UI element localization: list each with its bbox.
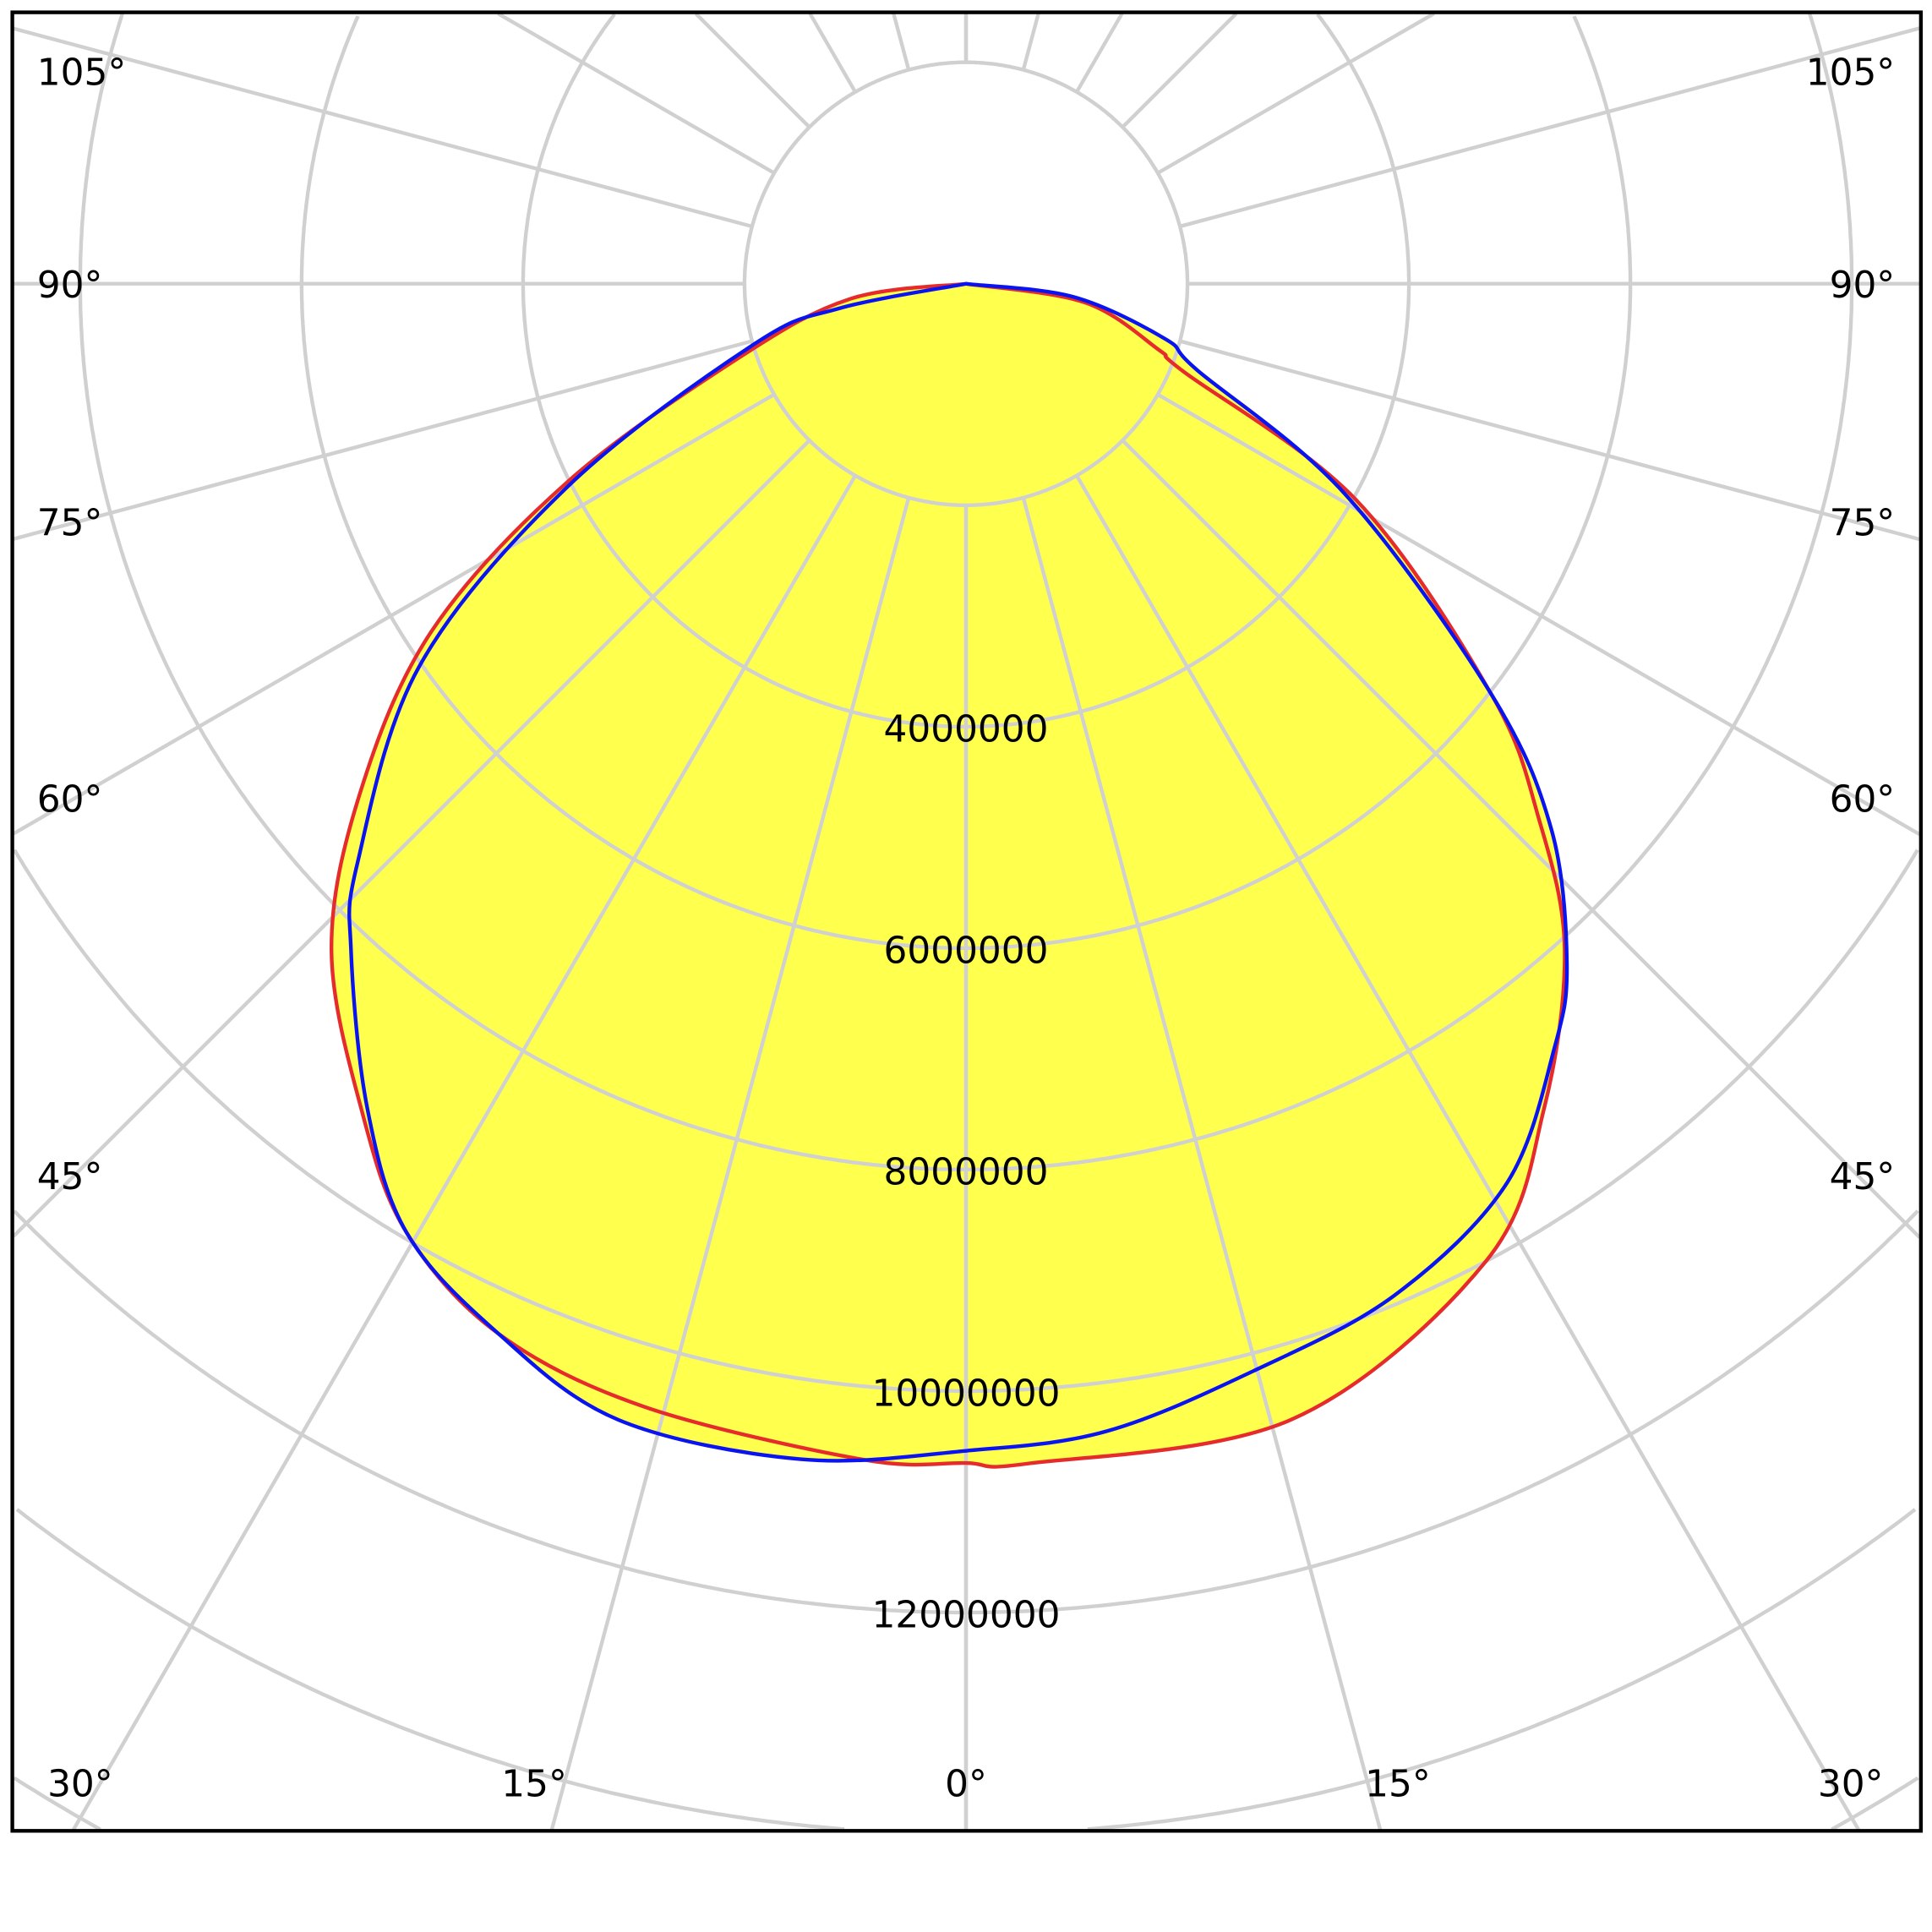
angle-label-bottom: 0° (945, 1762, 987, 1805)
grid-ring (13, 1776, 1919, 1831)
angle-label-right: 60° (1830, 778, 1896, 821)
grid-spoke (1021, 13, 1040, 71)
angle-label-bottom: 30° (47, 1762, 113, 1805)
radial-labels: 4000000 6000000 8000000 10000000 12000000 (872, 707, 1061, 1636)
angle-label-right: 90° (1830, 264, 1896, 307)
grid-ring (15, 1508, 1917, 1831)
chart-frame (10, 10, 1924, 1833)
angle-label-left: 105° (37, 52, 126, 95)
angle-label-left: 60° (37, 778, 103, 821)
angle-labels: 105° 105° 90° 90° 75° 75° 60° 60° 45° 45° 30° 15° 0°… (37, 52, 1895, 1806)
grid-ring (299, 15, 1633, 951)
angle-label-bottom: 15° (501, 1762, 567, 1805)
grid-spoke (1121, 439, 1921, 1239)
grid-ring (13, 1209, 1919, 1615)
grid-layer (12, 12, 1921, 1831)
grid-spoke (1156, 12, 1435, 175)
grid-spoke (808, 12, 857, 93)
radial-tick-label: 12000000 (872, 1593, 1061, 1636)
grid-spoke (72, 474, 857, 1831)
angle-label-right: 75° (1830, 502, 1896, 545)
grid-spoke (1179, 339, 1920, 542)
angle-label-left: 90° (37, 264, 103, 307)
angle-label-right: 105° (1806, 52, 1895, 95)
grid-spoke (892, 13, 911, 71)
angle-label-bottom: 15° (1365, 1762, 1431, 1805)
fill-layer (331, 283, 1568, 1467)
grid-spoke (1021, 497, 1383, 1831)
radial-tick-label: 4000000 (884, 707, 1049, 750)
grid-spoke (13, 26, 753, 229)
grid-spoke (12, 392, 776, 836)
radial-tick-label: 8000000 (884, 1150, 1049, 1193)
curve-layer (329, 281, 1569, 1469)
series-line-0 (329, 281, 1567, 1469)
grid-ring (13, 849, 1919, 1394)
radial-tick-label: 10000000 (872, 1372, 1061, 1415)
series-line-1 (347, 281, 1569, 1463)
angle-label-right: 45° (1830, 1155, 1896, 1198)
series-fill-1 (349, 283, 1568, 1461)
grid-spoke (549, 497, 911, 1831)
radial-tick-label: 6000000 (884, 929, 1049, 972)
angle-label-left: 45° (37, 1155, 103, 1198)
grid-spoke (1156, 392, 1921, 837)
grid-spoke (497, 12, 776, 175)
grid-spoke (1075, 474, 1860, 1831)
angle-label-left: 75° (37, 502, 103, 545)
grid-spoke (1075, 12, 1124, 93)
grid-spoke (1179, 26, 1920, 229)
grid-ring (78, 13, 1854, 1172)
grid-spoke (1121, 12, 1238, 129)
grid-spoke (694, 12, 811, 129)
grid-spoke (13, 339, 753, 541)
grid-spoke (12, 439, 811, 1238)
angle-label-bottom: 30° (1818, 1762, 1884, 1805)
